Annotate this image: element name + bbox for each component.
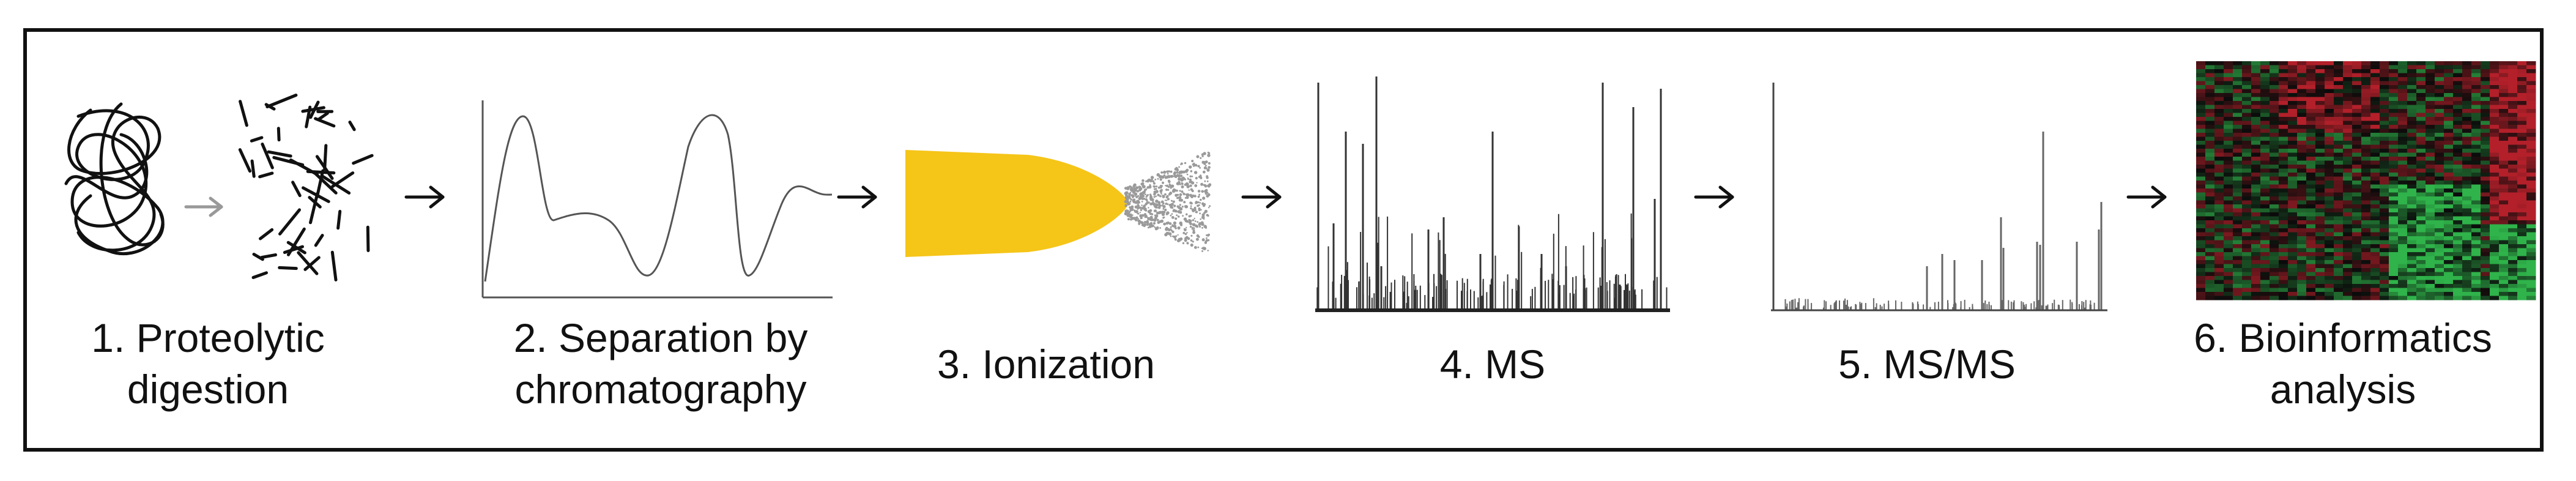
right-arrow-icon-4 (1693, 184, 1736, 214)
peptide-fragments-icon (238, 94, 374, 282)
right-arrow-icon-3 (1241, 184, 1283, 214)
step-label-ionization: 3. Ionization (881, 338, 1211, 390)
right-arrow-icon-1 (404, 184, 447, 214)
gray-arrow-icon (184, 196, 223, 217)
step-6-line-1: 6. Bioinformatics (2194, 315, 2492, 360)
step-label-chromatography: 2. Separation by chromatography (453, 312, 869, 415)
step-5-line-1: 5. MS/MS (1838, 341, 2016, 387)
step-4-line-1: 4. MS (1439, 341, 1546, 387)
tangled-protein-icon (64, 102, 165, 256)
right-arrow-icon-2 (836, 184, 879, 214)
step-label-digestion: 1. Proteolytic digestion (61, 312, 355, 415)
step-2-line-2: chromatography (514, 367, 807, 412)
step-label-bioinformatics: 6. Bioinformatics analysis (2147, 312, 2539, 415)
step-label-msms: 5. MS/MS (1762, 338, 2092, 390)
heatmap-icon (2196, 61, 2536, 300)
step-3-line-1: 3. Ionization (937, 341, 1155, 387)
workflow-frame (23, 28, 2544, 452)
right-arrow-icon-5 (2126, 184, 2169, 214)
step-1-line-2: digestion (127, 367, 289, 412)
step-2-line-1: 2. Separation by (513, 315, 808, 360)
step-6-line-2: analysis (2270, 367, 2416, 412)
step-label-ms: 4. MS (1346, 338, 1639, 390)
msms-spectrum-icon (1771, 83, 2107, 311)
ms-spectrum-icon (1315, 76, 1670, 312)
electrospray-icon (905, 150, 1212, 257)
step-1-line-1: 1. Proteolytic (91, 315, 325, 360)
chromatogram-icon (481, 100, 833, 299)
